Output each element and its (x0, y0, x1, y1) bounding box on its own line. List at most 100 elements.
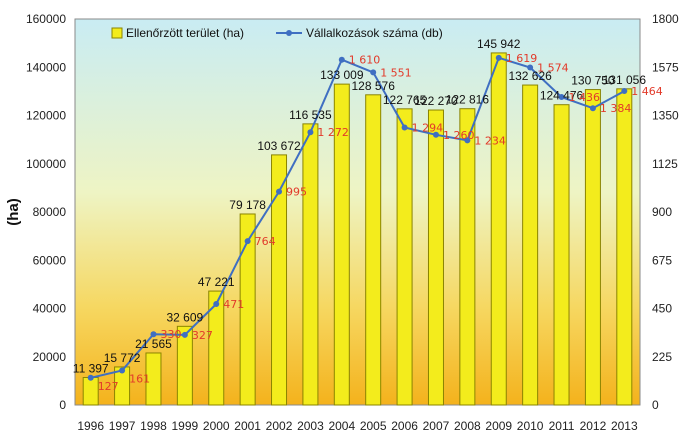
y2-tick-label: 450 (652, 302, 672, 316)
line-point (558, 94, 565, 101)
line-value-label: 1 464 (631, 85, 663, 98)
x-tick-label: 2007 (423, 419, 450, 433)
bar (145, 352, 162, 406)
x-tick-label: 1996 (77, 419, 104, 433)
bar (427, 109, 444, 406)
x-tick-label: 2005 (360, 419, 387, 433)
line-point (276, 188, 283, 195)
x-tick-label: 2012 (580, 419, 607, 433)
line-value-label: 1 234 (474, 134, 506, 147)
x-tick-label: 2003 (297, 419, 324, 433)
y-tick-label: 140000 (26, 60, 66, 74)
x-tick-label: 2011 (549, 419, 575, 433)
y2-tick-label: 1350 (652, 109, 679, 123)
bar (584, 89, 601, 406)
line-point (589, 105, 596, 112)
legend-bar-swatch (111, 27, 123, 39)
line-value-label: 330 (160, 328, 181, 341)
bar-value-label: 15 772 (104, 351, 141, 365)
y-tick-label: 0 (59, 398, 66, 412)
line-value-label: 1 436 (569, 91, 601, 104)
bar (396, 108, 413, 406)
line-point (150, 331, 157, 338)
bar-value-label: 124 476 (540, 89, 584, 103)
x-tick-label: 2002 (266, 419, 293, 433)
legend-bar-label: Ellenőrzött terület (ha) (126, 26, 244, 40)
bar (459, 108, 476, 406)
line-point (464, 137, 471, 144)
line-path (90, 56, 625, 379)
bar-value-label: 11 397 (73, 362, 109, 376)
bar-value-label: 130 750 (571, 74, 615, 88)
bar-value-label: 32 609 (167, 310, 204, 324)
bar (82, 377, 99, 406)
y2-tick-label: 675 (652, 253, 672, 267)
line-point (119, 367, 126, 374)
line-point (87, 374, 94, 381)
y-tick-label: 20000 (33, 350, 67, 364)
line-point (527, 64, 534, 71)
y2-tick-label: 1575 (652, 60, 679, 74)
line-point (307, 129, 314, 136)
bar (522, 84, 539, 406)
bar (239, 213, 256, 406)
bar (114, 366, 131, 406)
line-value-label: 327 (192, 329, 213, 342)
line-point (495, 54, 502, 61)
bar-value-label: 128 576 (351, 79, 395, 93)
bar (365, 94, 382, 406)
y2-tick-label: 900 (652, 205, 672, 219)
bar (302, 123, 319, 406)
bar-value-label: 116 535 (289, 108, 332, 122)
x-tick-label: 2001 (234, 419, 261, 433)
y-tick-label: 160000 (26, 12, 66, 26)
bar-value-label: 79 178 (229, 198, 266, 212)
x-tick-label: 2000 (203, 419, 230, 433)
line-value-label: 1 260 (443, 129, 475, 142)
y2-tick-label: 225 (652, 350, 672, 364)
x-tick-label: 2008 (454, 419, 481, 433)
bar-value-label: 103 672 (257, 139, 301, 153)
bar-value-label: 47 221 (198, 275, 235, 289)
bar-value-label: 122 270 (414, 94, 458, 108)
legend: Ellenőrzött terület (ha) Vállalkozások s… (111, 26, 443, 40)
line-value-label: 1 610 (349, 54, 381, 67)
bar (616, 88, 633, 406)
y2-tick-label: 1125 (652, 157, 678, 171)
line-value-label: 1 619 (506, 52, 538, 65)
line-point (338, 56, 345, 63)
bar (333, 83, 350, 406)
line-value-label: 1 574 (537, 61, 569, 74)
line-point (621, 88, 628, 95)
y2-tick-label: 0 (652, 398, 659, 412)
bar-value-label: 132 626 (508, 69, 552, 83)
legend-line-label: Vállalkozások száma (db) (306, 26, 443, 40)
y-tick-label: 120000 (26, 109, 66, 123)
y2-tick-label: 1800 (652, 12, 679, 26)
legend-line-marker (286, 30, 292, 36)
line-point (370, 69, 377, 76)
line-value-label: 1 272 (317, 126, 349, 139)
bar-value-label: 122 765 (383, 93, 427, 107)
x-tick-label: 2004 (328, 419, 355, 433)
bar-value-label: 122 816 (446, 93, 490, 107)
x-tick-label: 2006 (391, 419, 418, 433)
bar-value-label: 21 565 (135, 337, 172, 351)
bar (271, 154, 288, 406)
bar (490, 52, 507, 406)
bar (553, 104, 570, 406)
y-tick-label: 80000 (33, 205, 67, 219)
line-value-label: 471 (223, 298, 244, 311)
x-tick-label: 1999 (172, 419, 199, 433)
bar-value-label: 131 056 (603, 73, 647, 87)
x-tick-label: 1997 (109, 419, 136, 433)
x-tick-label: 1998 (140, 419, 167, 433)
line-value-label: 764 (255, 235, 276, 248)
line-value-label: 995 (286, 186, 307, 199)
y-axis-title: (ha) (5, 198, 22, 226)
line-point (401, 124, 408, 131)
bar-value-label: 133 009 (320, 68, 364, 82)
line-point (181, 331, 188, 338)
bar-value-label: 145 942 (477, 37, 521, 51)
line-value-label: 1 551 (380, 66, 412, 79)
